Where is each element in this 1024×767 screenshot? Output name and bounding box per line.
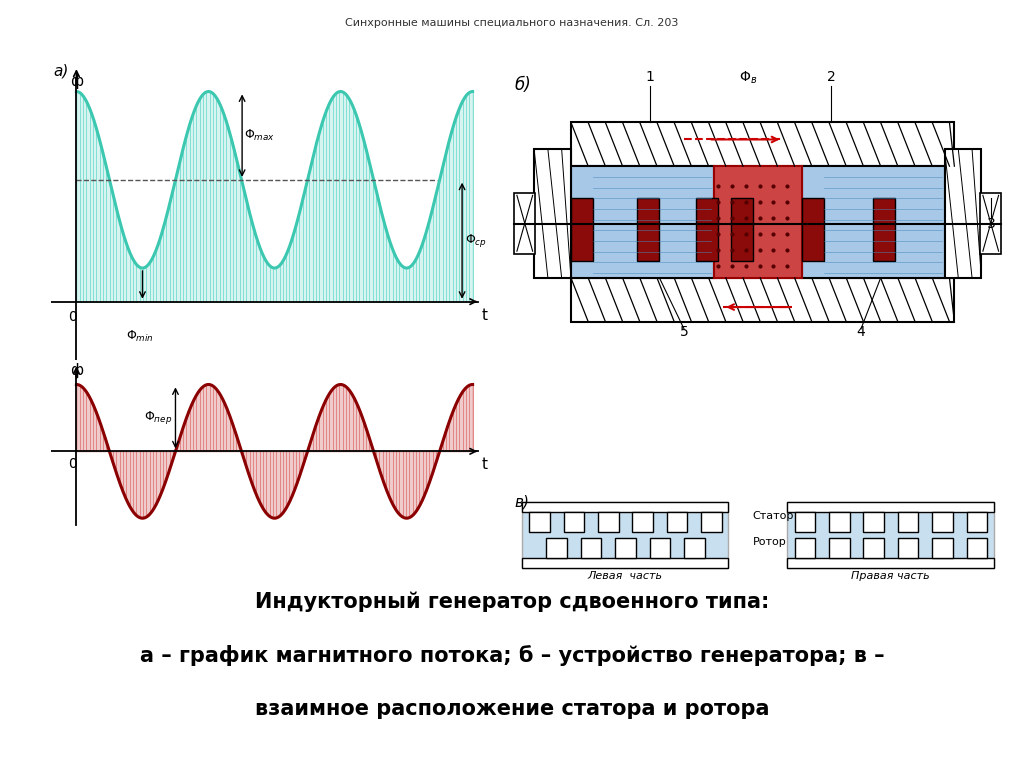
Bar — [522, 558, 728, 568]
Bar — [787, 558, 993, 568]
Text: Статор: Статор — [753, 512, 795, 522]
Bar — [581, 538, 601, 558]
Bar — [714, 166, 802, 278]
Text: $\Phi_в$: $\Phi_в$ — [738, 69, 757, 86]
Text: 1: 1 — [645, 70, 654, 84]
Text: $\Phi_{max}$: $\Phi_{max}$ — [244, 128, 275, 143]
Bar — [944, 150, 981, 278]
Bar — [522, 502, 728, 512]
Text: взаимное расположение статора и ротора: взаимное расположение статора и ротора — [255, 700, 769, 719]
Bar — [522, 502, 728, 568]
Bar — [829, 538, 850, 558]
Bar — [787, 502, 993, 512]
Bar — [571, 278, 954, 321]
Bar — [967, 512, 987, 532]
Bar — [667, 512, 687, 532]
Text: 4: 4 — [857, 325, 865, 339]
Text: 5: 5 — [680, 325, 688, 339]
Bar — [980, 193, 1001, 254]
Bar — [795, 512, 815, 532]
Text: 0: 0 — [68, 310, 77, 324]
Bar — [795, 538, 815, 558]
Bar — [571, 123, 954, 166]
Text: а – график магнитного потока; б – устройство генератора; в –: а – график магнитного потока; б – устрой… — [139, 645, 885, 667]
Text: Левая  часть: Левая часть — [588, 571, 663, 581]
Bar — [563, 512, 585, 532]
Bar — [571, 166, 714, 278]
Bar — [637, 198, 659, 261]
Bar — [898, 512, 919, 532]
Text: t: t — [482, 456, 487, 472]
Bar — [684, 538, 705, 558]
Bar — [787, 502, 993, 568]
Bar — [598, 512, 618, 532]
Text: $\Phi_{cp}$: $\Phi_{cp}$ — [466, 232, 487, 249]
Bar — [529, 512, 550, 532]
Text: ф: ф — [70, 363, 83, 378]
Bar — [898, 538, 919, 558]
Bar — [701, 512, 722, 532]
Text: 2: 2 — [827, 70, 836, 84]
Text: б): б) — [514, 77, 531, 94]
Bar — [967, 538, 987, 558]
Text: в): в) — [514, 494, 529, 509]
Text: Правая часть: Правая часть — [851, 571, 930, 581]
Text: а): а) — [53, 63, 69, 78]
Bar — [547, 538, 567, 558]
Text: Ротор: Ротор — [753, 537, 786, 547]
Bar — [802, 198, 824, 261]
Text: t: t — [482, 308, 487, 323]
Bar — [863, 538, 884, 558]
Text: 0: 0 — [68, 456, 77, 471]
Bar — [696, 198, 719, 261]
Bar — [863, 512, 884, 532]
Text: Индукторный генератор сдвоенного типа:: Индукторный генератор сдвоенного типа: — [255, 592, 769, 612]
Text: 3: 3 — [987, 216, 995, 231]
Text: ф: ф — [70, 74, 83, 88]
Bar — [571, 198, 593, 261]
Bar — [731, 198, 753, 261]
Bar — [535, 150, 571, 278]
Bar — [615, 538, 636, 558]
Bar — [802, 166, 944, 278]
Bar — [633, 512, 653, 532]
Bar — [932, 538, 953, 558]
Bar — [829, 512, 850, 532]
Bar — [649, 538, 671, 558]
Text: $\Phi_{пер}$: $\Phi_{пер}$ — [144, 410, 172, 426]
Bar — [932, 512, 953, 532]
Bar — [514, 193, 536, 254]
Bar — [873, 198, 895, 261]
Text: Синхронные машины специального назначения. Сл. 203: Синхронные машины специального назначени… — [345, 18, 679, 28]
Text: $\Phi_{min}$: $\Phi_{min}$ — [126, 329, 155, 344]
